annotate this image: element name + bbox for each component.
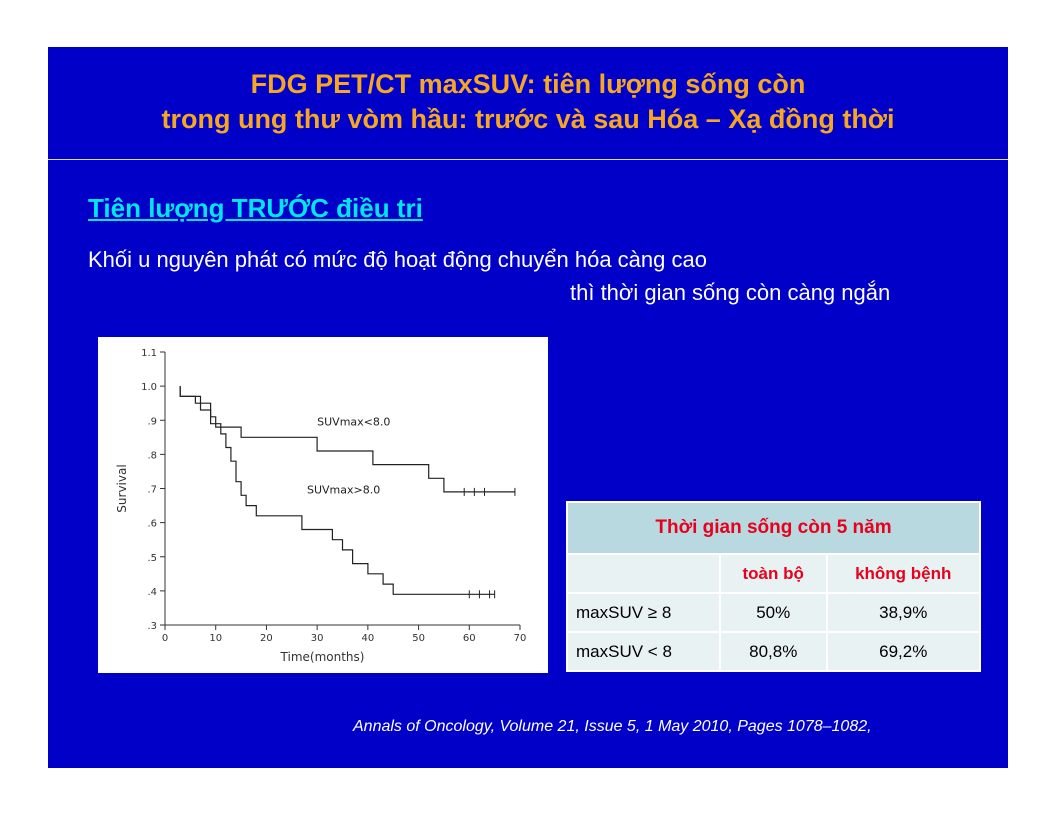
x-tick-label: 50 — [412, 633, 425, 644]
slide-title: FDG PET/CT maxSUV: tiên lượng sống còn t… — [48, 67, 1008, 137]
y-tick-label: .7 — [147, 485, 157, 496]
x-tick-label: 0 — [162, 633, 168, 644]
y-tick-label: .3 — [147, 621, 157, 632]
y-tick-label: 1.1 — [141, 348, 157, 359]
y-tick-label: .4 — [147, 587, 157, 598]
y-tick-label: .6 — [147, 519, 157, 530]
body-text-line-2: thì thời gian sống còn càng ngắn — [570, 280, 891, 305]
y-tick-label: .8 — [147, 450, 157, 461]
y-tick-label: .5 — [147, 553, 157, 564]
table-cell: 50% — [718, 592, 828, 633]
series-line-2 — [179, 386, 495, 595]
table-cell: maxSUV ≥ 8 — [566, 592, 721, 633]
survival-chart: 0 10 20 30 40 50 60 70 .3 .4 .5 .6 .7 .8 .9 1.0 1.1 Time(… — [98, 337, 548, 673]
series-annotation-2: SUVmax>8.0 — [307, 484, 380, 497]
title-divider — [48, 159, 1008, 160]
survival-chart-svg: 0 10 20 30 40 50 60 70 .3 .4 .5 .6 .7 .8 .9 1.0 1.1 Time(… — [115, 348, 527, 664]
table-row: maxSUV ≥ 8 50% 38,9% — [566, 592, 981, 633]
subheading: Tiên lượng TRƯỚC điều tri — [88, 193, 423, 223]
x-tick-label: 70 — [514, 633, 527, 644]
x-tick-label: 10 — [209, 633, 222, 644]
citation: Annals of Oncology, Volume 21, Issue 5, … — [353, 718, 872, 735]
table-col-header — [566, 553, 721, 594]
x-tick-label: 20 — [260, 633, 273, 644]
table-col-header: không bệnh — [825, 553, 981, 594]
body-text-line-1: Khối u nguyên phát có mức độ hoạt động c… — [88, 247, 707, 272]
table-cell: 80,8% — [718, 631, 828, 672]
y-tick-label: 1.0 — [141, 382, 157, 393]
x-axis-label: Time(months) — [280, 650, 365, 664]
slide: FDG PET/CT maxSUV: tiên lượng sống còn t… — [48, 47, 1008, 768]
table-cell: 69,2% — [825, 631, 981, 672]
survival-table: Thời gian sống còn 5 năm toàn bộ không b… — [566, 501, 981, 672]
table-row: maxSUV < 8 80,8% 69,2% — [566, 631, 981, 672]
table-col-header: toàn bộ — [718, 553, 828, 594]
title-line-1: FDG PET/CT maxSUV: tiên lượng sống còn — [250, 69, 806, 99]
series-line-1 — [179, 386, 515, 493]
table-cell: maxSUV < 8 — [566, 631, 721, 672]
series-annotation-1: SUVmax<8.0 — [317, 415, 390, 428]
x-tick-label: 60 — [463, 633, 476, 644]
x-tick-label: 40 — [361, 633, 374, 644]
table-cell: 38,9% — [825, 592, 981, 633]
y-axis-label: Survival — [115, 464, 129, 512]
y-tick-label: .9 — [147, 416, 157, 427]
title-line-2: trong ung thư vòm hầu: trước và sau Hóa … — [161, 104, 895, 134]
x-tick-label: 30 — [311, 633, 324, 644]
table-title: Thời gian sống còn 5 năm — [566, 501, 981, 555]
